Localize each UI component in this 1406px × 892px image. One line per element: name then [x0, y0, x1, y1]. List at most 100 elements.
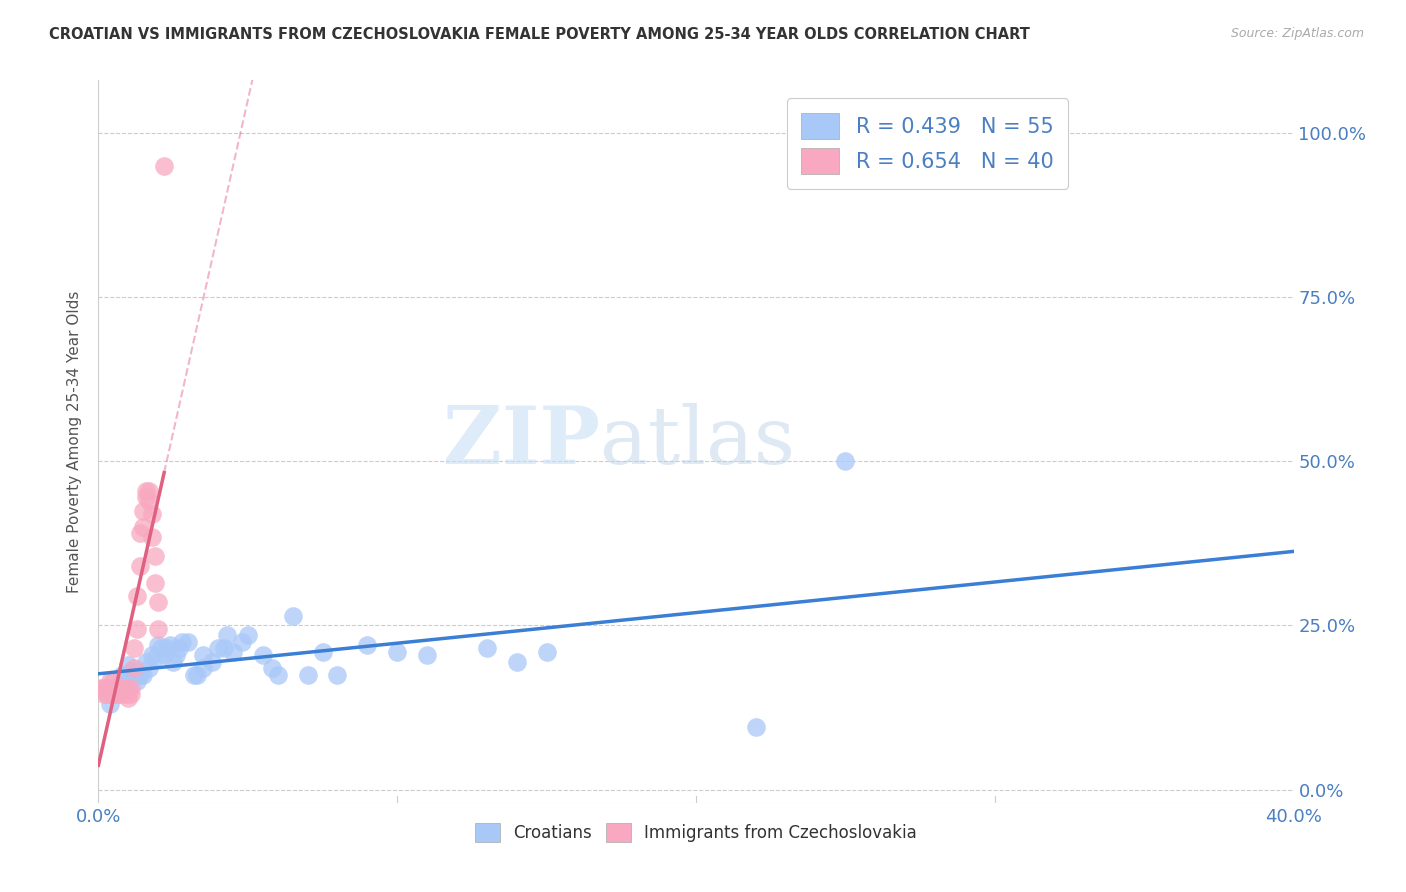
- Point: [191, 648, 214, 662]
- Point: [141, 507, 163, 521]
- Point: [138, 661, 160, 675]
- Point: [103, 681, 125, 695]
- Point: [311, 645, 333, 659]
- Point: [135, 655, 157, 669]
- Point: [98, 681, 122, 695]
- Point: [167, 641, 190, 656]
- Point: [141, 648, 163, 662]
- Point: [212, 641, 235, 656]
- Point: [129, 667, 152, 681]
- Point: [186, 667, 208, 681]
- Point: [117, 687, 139, 701]
- Point: [138, 493, 160, 508]
- Text: Source: ZipAtlas.com: Source: ZipAtlas.com: [1230, 27, 1364, 40]
- Point: [536, 645, 558, 659]
- Point: [141, 530, 163, 544]
- Point: [127, 622, 149, 636]
- Point: [201, 655, 224, 669]
- Point: [297, 667, 319, 681]
- Point: [108, 681, 131, 695]
- Point: [231, 635, 253, 649]
- Point: [103, 687, 125, 701]
- Point: [475, 641, 498, 656]
- Point: [117, 681, 139, 695]
- Point: [267, 667, 290, 681]
- Point: [124, 661, 146, 675]
- Point: [120, 681, 142, 695]
- Point: [96, 687, 118, 701]
- Point: [124, 667, 146, 681]
- Point: [105, 687, 128, 701]
- Text: CROATIAN VS IMMIGRANTS FROM CZECHOSLOVAKIA FEMALE POVERTY AMONG 25-34 YEAR OLDS : CROATIAN VS IMMIGRANTS FROM CZECHOSLOVAK…: [49, 27, 1031, 42]
- Point: [111, 681, 134, 695]
- Point: [148, 595, 170, 609]
- Point: [111, 667, 134, 681]
- Point: [165, 648, 187, 662]
- Point: [143, 575, 166, 590]
- Point: [148, 638, 170, 652]
- Point: [172, 635, 194, 649]
- Point: [153, 648, 176, 662]
- Point: [132, 503, 155, 517]
- Point: [326, 667, 349, 681]
- Point: [105, 687, 128, 701]
- Y-axis label: Female Poverty Among 25-34 Year Olds: Female Poverty Among 25-34 Year Olds: [67, 291, 83, 592]
- Point: [132, 667, 155, 681]
- Point: [93, 681, 115, 695]
- Point: [156, 641, 179, 656]
- Point: [143, 549, 166, 564]
- Point: [153, 159, 176, 173]
- Text: ZIP: ZIP: [443, 402, 600, 481]
- Point: [96, 687, 118, 701]
- Point: [124, 641, 146, 656]
- Point: [114, 681, 136, 695]
- Point: [117, 690, 139, 705]
- Point: [236, 628, 259, 642]
- Point: [129, 526, 152, 541]
- Point: [183, 667, 205, 681]
- Point: [108, 687, 131, 701]
- Point: [191, 661, 214, 675]
- Point: [148, 622, 170, 636]
- Point: [177, 635, 200, 649]
- Point: [135, 483, 157, 498]
- Point: [138, 483, 160, 498]
- Point: [150, 641, 173, 656]
- Point: [111, 687, 134, 701]
- Point: [98, 674, 122, 689]
- Point: [159, 638, 181, 652]
- Point: [108, 677, 131, 691]
- Point: [103, 674, 125, 689]
- Point: [96, 681, 118, 695]
- Point: [385, 645, 409, 659]
- Point: [105, 681, 128, 695]
- Point: [162, 655, 184, 669]
- Point: [416, 648, 439, 662]
- Point: [120, 665, 142, 679]
- Point: [252, 648, 274, 662]
- Point: [745, 720, 768, 734]
- Point: [114, 687, 136, 701]
- Point: [90, 681, 112, 695]
- Point: [215, 628, 238, 642]
- Point: [356, 638, 378, 652]
- Point: [127, 589, 149, 603]
- Point: [93, 687, 115, 701]
- Point: [506, 655, 529, 669]
- Point: [129, 559, 152, 574]
- Point: [143, 651, 166, 665]
- Point: [117, 657, 139, 672]
- Point: [281, 608, 304, 623]
- Point: [222, 645, 245, 659]
- Point: [135, 491, 157, 505]
- Point: [127, 674, 149, 689]
- Point: [98, 698, 122, 712]
- Point: [93, 681, 115, 695]
- Point: [132, 520, 155, 534]
- Point: [260, 661, 283, 675]
- Point: [834, 454, 856, 468]
- Legend: Croatians, Immigrants from Czechoslovakia: Croatians, Immigrants from Czechoslovaki…: [468, 816, 924, 848]
- Point: [207, 641, 229, 656]
- Point: [114, 671, 136, 685]
- Text: atlas: atlas: [600, 402, 796, 481]
